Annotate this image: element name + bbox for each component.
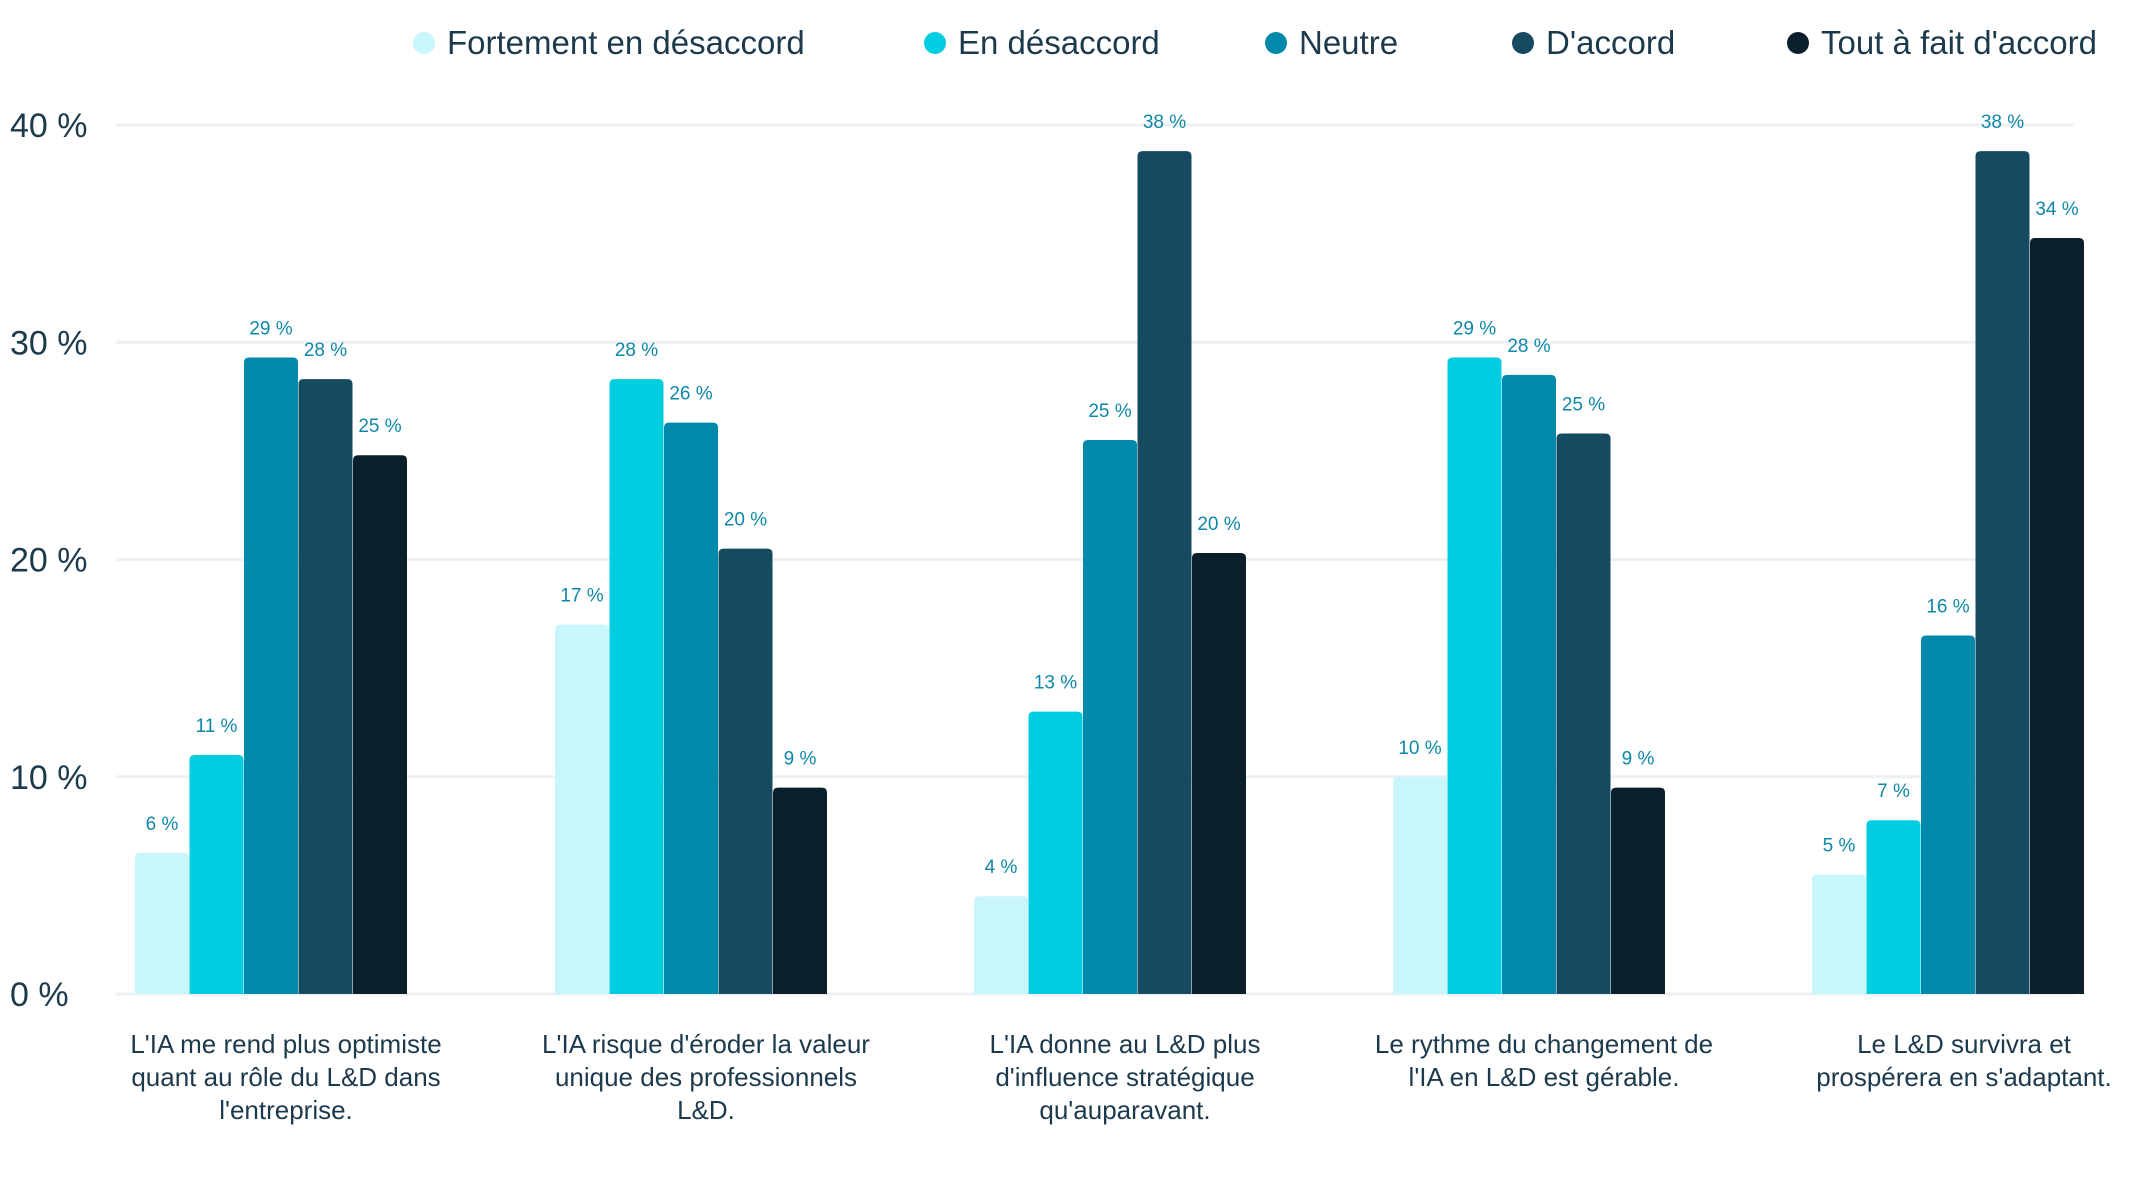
category-label: L'IA risque d'éroder la valeur unique de… — [542, 1029, 870, 1125]
data-label: 25 % — [358, 416, 401, 437]
category-label: L'IA me rend plus optimiste quant au rôl… — [130, 1029, 442, 1125]
data-label: 20 % — [724, 510, 767, 531]
category-label: Le rythme du changement de l'IA en L&D e… — [1374, 1029, 1714, 1092]
legend-swatch — [1787, 32, 1809, 54]
data-label: 38 % — [1981, 112, 2024, 133]
data-label: 9 % — [1622, 749, 1655, 770]
bar — [1921, 635, 1975, 994]
data-label: 9 % — [784, 749, 817, 770]
bar — [1502, 374, 1556, 994]
data-label: 26 % — [669, 384, 712, 405]
bar — [609, 379, 664, 994]
bar — [298, 379, 353, 994]
data-label: 29 % — [249, 318, 292, 339]
bars — [135, 151, 2084, 995]
bar — [1393, 776, 1447, 994]
y-tick-label: 10 % — [10, 759, 88, 797]
legend-label: Neutre — [1299, 24, 1399, 61]
data-label: 6 % — [146, 814, 179, 835]
y-tick-label: 40 % — [10, 107, 88, 145]
data-label: 4 % — [985, 857, 1018, 878]
data-label: 28 % — [1507, 336, 1550, 357]
legend-swatch — [924, 32, 946, 54]
bar — [1975, 151, 2030, 994]
data-label: 16 % — [1926, 597, 1969, 618]
bar — [718, 548, 773, 994]
data-label: 34 % — [2035, 199, 2078, 220]
bar — [555, 624, 609, 994]
legend-item-tout-a-fait-d-accord: Tout à fait d'accord — [1787, 18, 2097, 68]
data-label: 38 % — [1143, 112, 1186, 133]
legend-item-neutre: Neutre — [1265, 18, 1398, 68]
data-labels: 6 % 17 % 4 % 10 % 5 % 11 % 28 % 13 % 29 % 7 % 29 %… — [146, 112, 2079, 878]
bar — [773, 787, 827, 994]
bar — [1083, 440, 1137, 994]
legend-swatch — [1265, 32, 1287, 54]
bar — [1028, 711, 1083, 994]
bar — [353, 455, 407, 995]
legend-label: Fortement en désaccord — [447, 24, 805, 61]
data-label: 25 % — [1562, 394, 1605, 415]
data-label: 10 % — [1398, 738, 1441, 759]
legend-swatch — [1512, 32, 1534, 54]
bar — [2030, 237, 2084, 995]
legend-item-en-desaccord: En désaccord — [924, 18, 1160, 68]
bar — [1137, 151, 1192, 994]
y-axis-ticks: 0 % 10 % 20 % 30 % 40 % — [10, 107, 88, 1014]
legend-label: Tout à fait d'accord — [1821, 24, 2097, 61]
bar — [1812, 874, 1866, 994]
bar — [1611, 787, 1665, 994]
legend-label: D'accord — [1546, 24, 1676, 61]
y-tick-label: 20 % — [10, 542, 88, 580]
bar — [189, 755, 244, 994]
data-label: 13 % — [1034, 673, 1077, 694]
y-tick-label: 0 % — [10, 976, 69, 1014]
bar — [244, 357, 298, 994]
data-label: 7 % — [1877, 781, 1910, 802]
bar — [1447, 357, 1502, 994]
legend-label: En désaccord — [958, 24, 1160, 61]
data-label: 28 % — [304, 340, 347, 361]
legend-item-d-accord: D'accord — [1512, 18, 1675, 68]
category-label: L'IA donne au L&D plus d'influence strat… — [989, 1029, 1261, 1125]
legend-swatch — [413, 32, 435, 54]
data-label: 29 % — [1453, 318, 1496, 339]
data-label: 28 % — [615, 340, 658, 361]
bar — [1192, 552, 1246, 994]
data-label: 11 % — [196, 716, 238, 737]
data-label: 5 % — [1823, 836, 1856, 857]
data-label: 20 % — [1197, 514, 1240, 535]
category-label: Le L&D survivra et prospérera en s'adapt… — [1816, 1029, 2112, 1092]
legend-item-fortement-en-desaccord: Fortement en désaccord — [413, 18, 805, 68]
legend: Fortement en désaccord En désaccord Neut… — [0, 18, 2133, 68]
data-label: 17 % — [560, 586, 603, 607]
bar — [1866, 820, 1921, 994]
bar — [974, 896, 1028, 994]
y-tick-label: 30 % — [10, 324, 88, 362]
bar — [664, 422, 718, 994]
bar — [135, 852, 189, 994]
bar — [1556, 433, 1611, 994]
data-label: 25 % — [1088, 401, 1131, 422]
